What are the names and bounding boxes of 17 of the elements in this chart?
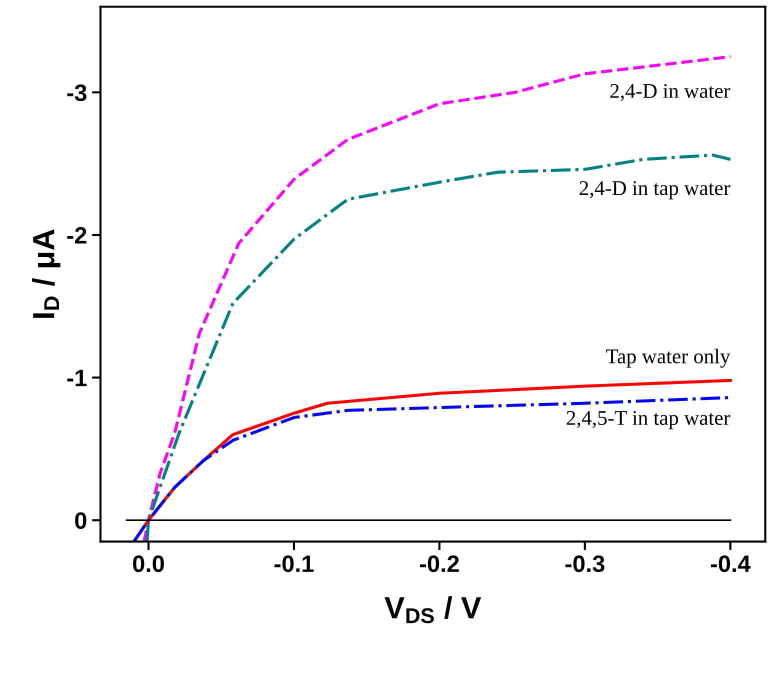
x-tick-label: -0.2 [420, 555, 459, 572]
x-tick-label: -0.4 [710, 555, 751, 572]
y-tick-label: -1 [67, 370, 87, 386]
series-label: 2,4-D in water [610, 84, 730, 102]
line-series [146, 154, 732, 542]
x-axis-title: V$_{DS}$ / V [384, 596, 482, 624]
x-tick-label: 0.0 [133, 555, 164, 572]
line-series [142, 55, 732, 542]
y-tick-label: 0 [75, 512, 86, 529]
series-label: 2,4,5-T in tap water [566, 410, 730, 430]
y-axis-title: I$_{D}$ / μA [32, 229, 60, 318]
x-tick-label: -0.1 [274, 555, 314, 572]
series-label: 2,4-D in tap water [580, 181, 730, 200]
y-tick-label: -3 [67, 84, 86, 102]
y-tick-label: -2 [67, 227, 86, 244]
series-label: Tap water only [606, 348, 730, 368]
x-tick-label: -0.3 [565, 555, 604, 572]
